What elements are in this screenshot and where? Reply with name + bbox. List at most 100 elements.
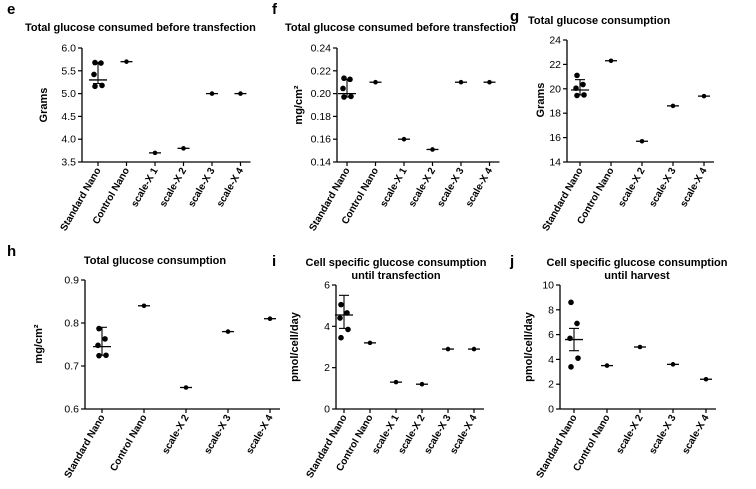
x-tick-label: scale-X 4 (464, 166, 495, 209)
y-axis-label: mg/cm² (33, 324, 45, 363)
y-tick-label: 0 (324, 404, 330, 416)
data-point (96, 352, 102, 359)
data-point (608, 58, 614, 64)
x-tick-label: scale-X 3 (647, 166, 678, 209)
y-tick-label: 4 (548, 354, 554, 366)
data-point (338, 334, 344, 341)
data-point (92, 83, 98, 90)
y-tick-label: 2 (548, 379, 554, 391)
data-point (91, 71, 97, 78)
panel-e: e Total glucose consumed before transfect… (7, 1, 256, 233)
data-point (337, 315, 343, 321)
data-point (98, 60, 104, 66)
y-tick-label: 0.14 (311, 157, 332, 169)
data-point (347, 76, 353, 83)
data-point (401, 136, 407, 142)
data-point (639, 138, 645, 144)
chart-title: Total glucose consumption (528, 15, 670, 27)
y-tick-label: 5.0 (61, 88, 76, 100)
panel-letter: f (272, 1, 278, 18)
data-point (341, 94, 347, 100)
chart-title: Total glucose consumption (84, 255, 226, 267)
y-tick-label: 3.5 (61, 157, 76, 169)
y-axis-label: pmol/cell/day (289, 311, 301, 382)
data-point (574, 320, 580, 327)
y-tick-label: 0.6 (64, 404, 79, 416)
panel-letter: h (7, 243, 16, 260)
data-point (574, 72, 580, 79)
y-tick-label: 4 (324, 321, 330, 333)
x-tick-label: scale-X 4 (680, 413, 711, 456)
data-point (141, 303, 147, 309)
y-axis-label: pmol/cell/day (523, 311, 535, 382)
data-point (225, 329, 231, 334)
data-point (103, 352, 109, 359)
x-tick-label: Control Nano (571, 413, 612, 473)
y-tick-label: 4.0 (61, 134, 76, 146)
x-tick-label: scale-X 3 (186, 166, 217, 209)
y-axis-label: Grams (38, 88, 50, 123)
panel-g: g Total glucose consumption Grams 24 22 20 18 1… (510, 8, 714, 233)
data-point (573, 85, 579, 91)
y-tick-label: 24 (549, 35, 561, 47)
data-point (124, 59, 129, 64)
data-point (96, 325, 102, 332)
data-point (567, 335, 573, 342)
chart-title: Cell specific glucose consumption (547, 257, 728, 269)
y-tick-label: 4.5 (61, 111, 76, 123)
panel-i: i Cell specific glucose consumptionuntil … (272, 253, 487, 480)
data-point (338, 301, 344, 308)
panel-h: h Total glucose consumption mg/cm² 0.9 0.8 0.… (7, 243, 280, 480)
data-point (209, 91, 215, 96)
data-point (701, 93, 707, 99)
chart-title-line2: until harvest (604, 270, 670, 282)
y-tick-label: 0.20 (311, 88, 332, 100)
panel-f: f Total glucose consumed before transfect… (272, 1, 516, 233)
x-tick-label: scale-X 2 (158, 166, 189, 209)
chart-title: Total glucose consumed before transfecti… (285, 22, 516, 34)
data-point (581, 92, 587, 98)
x-tick-label: scale-X 1 (129, 166, 160, 209)
data-point (458, 79, 464, 85)
y-tick-label: 0.8 (64, 318, 79, 330)
panel-letter: i (272, 253, 276, 270)
data-point (574, 92, 580, 99)
y-tick-label: 2 (324, 362, 330, 374)
data-point (604, 363, 610, 368)
x-tick-label: scale-X 2 (614, 413, 645, 456)
data-point (430, 147, 435, 152)
chart-title: Cell specific glucose consumption (306, 257, 487, 269)
x-tick-label: scale-X 2 (616, 166, 647, 209)
y-tick-label: 16 (549, 132, 561, 144)
data-point (445, 346, 451, 352)
data-point (487, 79, 492, 85)
data-point (95, 342, 101, 349)
y-tick-label: 6.0 (61, 43, 76, 55)
x-tick-label: Control Nano (108, 413, 149, 473)
x-tick-label: scale-X 3 (202, 413, 233, 456)
x-tick-label: scale-X 2 (407, 166, 438, 209)
y-tick-label: 6 (324, 280, 330, 292)
y-axis-label: Grams (535, 83, 547, 118)
y-tick-label: 22 (549, 59, 561, 71)
x-tick-label: scale-X 2 (160, 413, 191, 456)
chart-title: Total glucose consumed before transfecti… (25, 22, 256, 34)
data-point (152, 150, 158, 156)
data-point (102, 336, 108, 342)
data-point (344, 310, 350, 316)
data-point (419, 381, 425, 387)
data-point (99, 82, 105, 89)
y-tick-label: 0.9 (64, 275, 79, 287)
data-point (393, 379, 399, 385)
data-point (92, 59, 98, 66)
y-tick-label: 0.22 (311, 65, 332, 77)
x-tick-label: scale-X 4 (215, 166, 246, 209)
y-tick-label: 14 (549, 157, 561, 169)
data-point (471, 346, 477, 352)
data-point (568, 364, 574, 370)
y-tick-label: 0.18 (311, 111, 332, 123)
data-point (637, 344, 643, 350)
x-tick-label: scale-X 3 (435, 166, 466, 209)
data-point (373, 79, 378, 85)
